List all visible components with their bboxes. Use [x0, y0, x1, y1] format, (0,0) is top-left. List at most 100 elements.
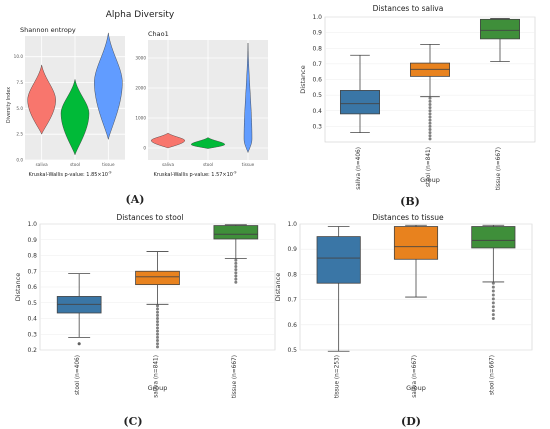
panel-c: Distances to stool (C) 0.2 0.3 0.4 0.5 0.6 0.…	[14, 213, 276, 428]
stool-dist-outlier-point	[77, 342, 81, 346]
saliva-dist-xtick-label: stool (n=841)	[426, 147, 432, 187]
stool-dist-box-2	[135, 270, 180, 286]
shannon-ytick-label: 0.0	[16, 158, 23, 163]
saliva-dist-ytick-label: 0.4	[312, 108, 322, 115]
stool-dist-outlier-point	[234, 277, 238, 281]
shannon-ytick-label: 7.5	[16, 80, 23, 85]
chao1-ytick-label: 1000	[135, 116, 146, 121]
chao1-violin-tissue	[243, 42, 253, 154]
saliva-dist-outlier-point	[428, 124, 432, 128]
caption-d: (D)	[401, 415, 421, 428]
stool-dist-outlier-point	[156, 320, 159, 324]
saliva-dist-outlier-point	[428, 118, 432, 122]
saliva-dist-outlier-point	[428, 106, 432, 110]
saliva-dist-box-1	[339, 90, 380, 115]
shannon-xtick-label: stool	[70, 162, 80, 167]
tissue-dist-ytick-label: 0.9	[287, 246, 297, 253]
chao1-ytick-label: 2000	[135, 86, 146, 91]
shannon-violin-tissue	[94, 32, 123, 140]
stool-dist-ytick-label: 0.8	[27, 253, 37, 260]
tissue-dist-ytick-label: 1.0	[287, 221, 297, 228]
saliva-dist-ytick-label: 0.8	[312, 45, 322, 52]
stool-dist-outlier-point	[234, 274, 238, 278]
stool-dist-xtick-label: stool (n=406)	[75, 355, 81, 395]
saliva-dist-ytick-label: 0.5	[312, 92, 322, 99]
stool-dist-ytick-label: 0.2	[27, 347, 37, 354]
saliva-dist-ytick-label: 0.7	[312, 61, 322, 68]
stool-dist-ytick-label: 0.4	[27, 316, 37, 323]
stool-dist-ytick-label: 0.5	[27, 300, 37, 307]
tissue-dist-outlier-point	[491, 281, 495, 285]
stool-dist-outlier-point	[156, 317, 159, 320]
stool-dist-outlier-point	[156, 332, 159, 336]
stool-dist-outlier-point	[156, 329, 159, 333]
saliva-dist-outlier-point	[428, 115, 432, 119]
shannon-ytick-label: 5.0	[16, 106, 23, 111]
tissue-dist-xtick-label: tissue (n=253)	[335, 355, 341, 398]
shannon-ytick-label: 10.0	[14, 54, 24, 59]
chao1-violin-stool	[190, 137, 226, 149]
tissue-dist-outlier-point	[491, 285, 495, 289]
stool-dist-outlier-point	[234, 265, 238, 269]
tissue-dist-ytick-label: 0.6	[287, 322, 297, 329]
tissue-dist-outlier-point	[491, 309, 495, 313]
stool-dist-outlier-point	[156, 304, 159, 308]
saliva-dist-outlier-point	[428, 103, 432, 106]
stool-dist-outlier-point	[234, 261, 238, 265]
shannon-violin-saliva	[27, 64, 56, 135]
saliva-dist-ytick-label: 1.0	[312, 14, 322, 21]
stool-dist-xtick-label: saliva (n=841)	[154, 355, 160, 398]
chao1-xtick-label: tissue	[242, 162, 255, 167]
tissue-dist-xtick-label: stool (n=667)	[489, 355, 495, 395]
tissue-dist-outlier-point	[491, 293, 495, 297]
stool-dist-ylabel: Distance	[14, 273, 22, 301]
shannon-kw-text: Kruskal-Wallis p-value: 1.85×10-9	[29, 171, 112, 179]
tissue-distance-title: Distances to tissue	[372, 213, 444, 222]
tissue-dist-xtick-label: saliva (n=667)	[412, 355, 418, 398]
saliva-dist-outlier-point	[428, 131, 432, 135]
chao1-xtick-label: saliva	[162, 162, 175, 167]
chao1-kw-text: Kruskal-Wallis p-value: 1.57×10-9	[154, 171, 237, 179]
stool-dist-outlier-point	[234, 280, 238, 284]
chao1-ytick-label: 0	[143, 146, 146, 151]
saliva-distance-title: Distances to saliva	[373, 4, 444, 13]
saliva-dist-xtick-label: saliva (n=406)	[356, 147, 362, 190]
tissue-dist-box-1	[316, 236, 361, 284]
saliva-dist-outlier-point	[428, 112, 432, 116]
stool-dist-outlier-point	[156, 307, 159, 311]
stool-dist-box-3	[213, 225, 259, 240]
stool-dist-outlier-point	[234, 268, 238, 272]
caption-b: (B)	[400, 195, 420, 208]
caption-c: (C)	[123, 415, 142, 428]
caption-a: (A)	[126, 193, 145, 206]
shannon-ylabel: Diversity Index	[6, 87, 12, 123]
tissue-dist-outlier-point	[491, 313, 495, 317]
stool-dist-xlabel: Group	[148, 384, 168, 392]
stool-dist-ytick-label: 0.9	[27, 237, 37, 244]
stool-dist-outlier-point	[156, 326, 159, 330]
tissue-dist-outlier-point	[491, 289, 495, 293]
tissue-dist-ylabel: Distance	[274, 273, 282, 301]
stool-dist-outlier-point	[156, 342, 159, 346]
tissue-dist-outlier-point	[491, 317, 495, 320]
panel-b: Distances to saliva (B) 0.3 0.4 0.5 0.6 0.7 0…	[299, 4, 536, 208]
saliva-dist-outlier-point	[428, 128, 432, 131]
chao1-subtitle: Chao1	[148, 30, 169, 38]
shannon-ytick-label: 2.5	[16, 132, 23, 137]
saliva-dist-xlabel: Group	[420, 176, 440, 184]
stool-distance-title: Distances to stool	[116, 213, 183, 222]
chao1-violin-saliva	[150, 132, 186, 149]
stool-dist-ytick-label: 0.7	[27, 268, 37, 275]
stool-dist-ytick-label: 0.3	[27, 331, 37, 338]
shannon-xtick-label: tissue	[102, 162, 115, 167]
chao1-ytick-label: 3000	[135, 56, 146, 61]
tissue-dist-ytick-label: 0.8	[287, 271, 297, 278]
tissue-dist-ytick-label: 0.5	[287, 347, 297, 354]
tissue-dist-outlier-point	[491, 297, 495, 301]
stool-dist-outlier-point	[156, 345, 159, 349]
shannon-violin-stool	[60, 79, 90, 156]
stool-dist-ytick-label: 1.0	[27, 221, 37, 228]
stool-dist-outlier-point	[156, 323, 159, 327]
alpha-diversity-title: Alpha Diversity	[106, 10, 175, 20]
